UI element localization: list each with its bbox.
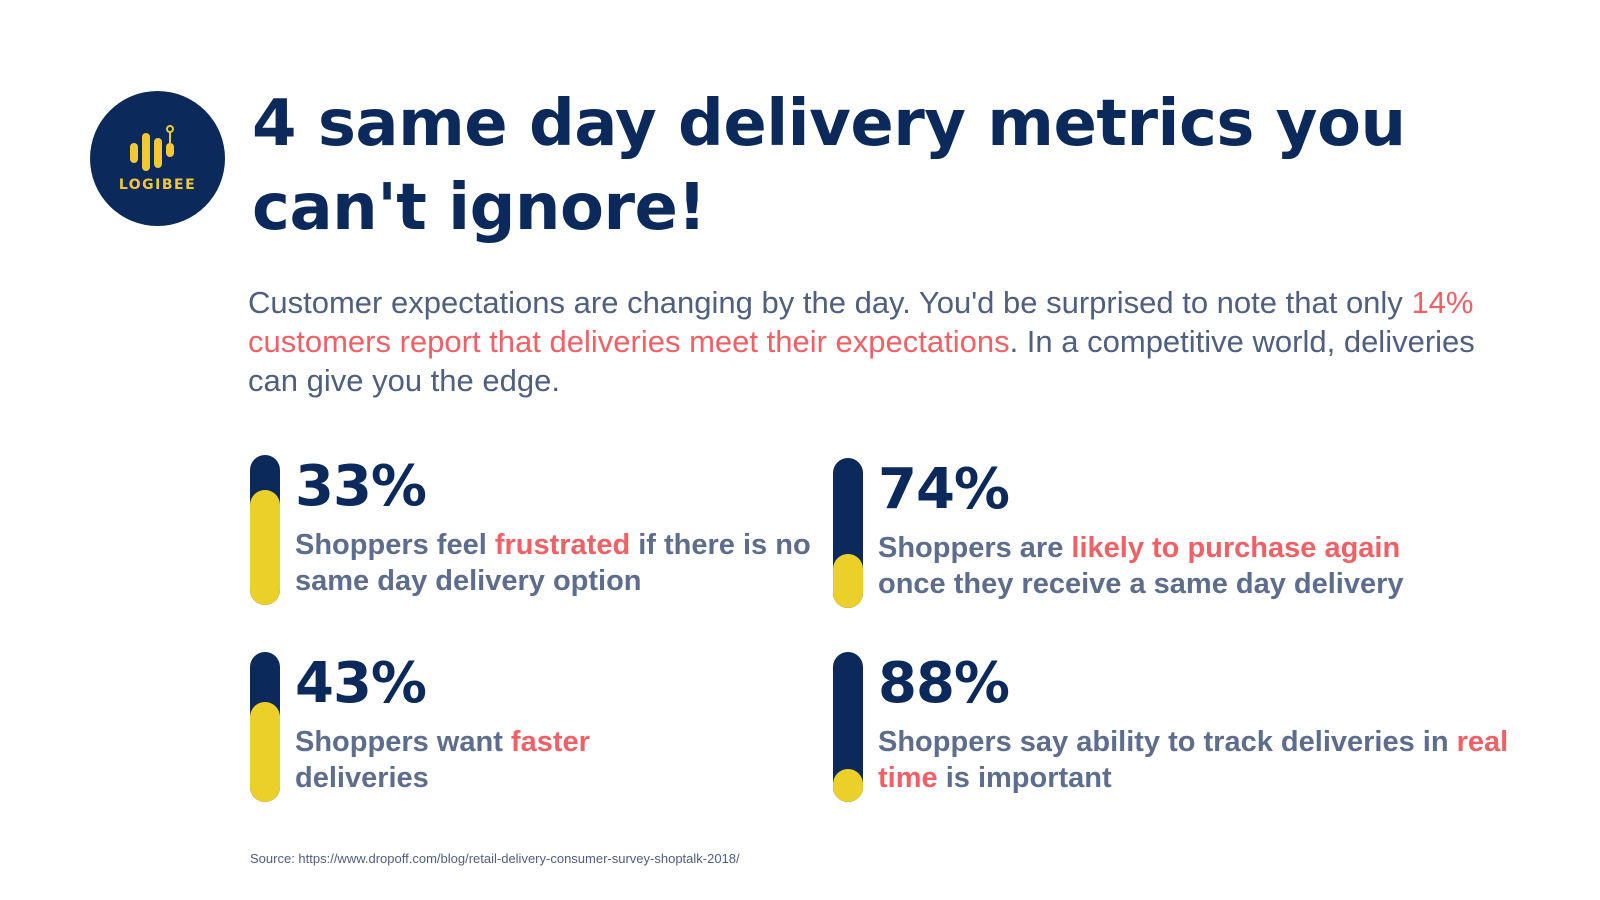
metric-bar (833, 652, 863, 802)
metric-bar-fill (833, 554, 863, 608)
metric-card-1: 33% Shoppers feel frustrated if there is… (250, 454, 811, 615)
metric-desc-text-end: deliveries (295, 762, 429, 794)
metric-desc-highlight: real time (878, 726, 1509, 794)
metric-bar-fill (833, 769, 863, 802)
metric-bar-fill (250, 489, 280, 605)
metric-description: Shoppers are likely to purchase again on… (878, 530, 1478, 602)
metric-desc-highlight: faster (510, 726, 590, 758)
metric-bar (833, 458, 863, 608)
metric-desc-text: Shoppers want (295, 726, 511, 758)
metric-description: Shoppers feel frustrated if there is no … (295, 527, 815, 599)
intro-text: Customer expectations are changing by th… (248, 285, 1412, 320)
metric-desc-text: Shoppers say ability to track deliveries… (878, 726, 1457, 758)
logibee-logo: LOGIBEE (90, 91, 225, 226)
metric-desc-text-end: once they receive a same day delivery (878, 568, 1404, 600)
metric-bar (250, 455, 280, 605)
metric-percent: 33% (295, 454, 427, 519)
metric-desc-text-end: if there is no same day delivery option (295, 529, 811, 597)
metric-desc-highlight: frustrated (494, 529, 631, 561)
metric-bar (250, 652, 280, 802)
metric-desc-text: Shoppers are (878, 532, 1072, 564)
metric-desc-highlight: likely to purchase again (1071, 532, 1401, 564)
metric-description: Shoppers say ability to track deliveries… (878, 724, 1518, 796)
metric-description: Shoppers want faster deliveries (295, 724, 815, 796)
metric-card-3: 43% Shoppers want faster deliveries (250, 651, 770, 812)
metric-desc-text-end: is important (937, 762, 1112, 794)
intro-text-end: . In a competitive world, deliveries can… (248, 324, 1475, 398)
metric-percent: 43% (295, 651, 427, 716)
source-citation: Source: https://www.dropoff.com/blog/ret… (250, 851, 740, 866)
metric-card-2: 74% Shoppers are likely to purchase agai… (833, 457, 1404, 618)
metric-percent: 88% (878, 651, 1010, 716)
metric-percent: 74% (878, 457, 1010, 522)
metric-bar-fill (250, 701, 280, 802)
intro-highlight: 14% customers report that deliveries mee… (248, 285, 1474, 359)
metric-card-4: 88% Shoppers say ability to track delive… (833, 651, 1508, 812)
logo-wordmark: LOGIBEE (118, 177, 197, 193)
metric-desc-text: Shoppers feel (295, 529, 495, 561)
bars-logo-icon (130, 125, 174, 171)
intro-paragraph: Customer expectations are changing by th… (248, 283, 1528, 400)
page-title: 4 same day delivery metrics you can't ig… (252, 87, 1406, 245)
